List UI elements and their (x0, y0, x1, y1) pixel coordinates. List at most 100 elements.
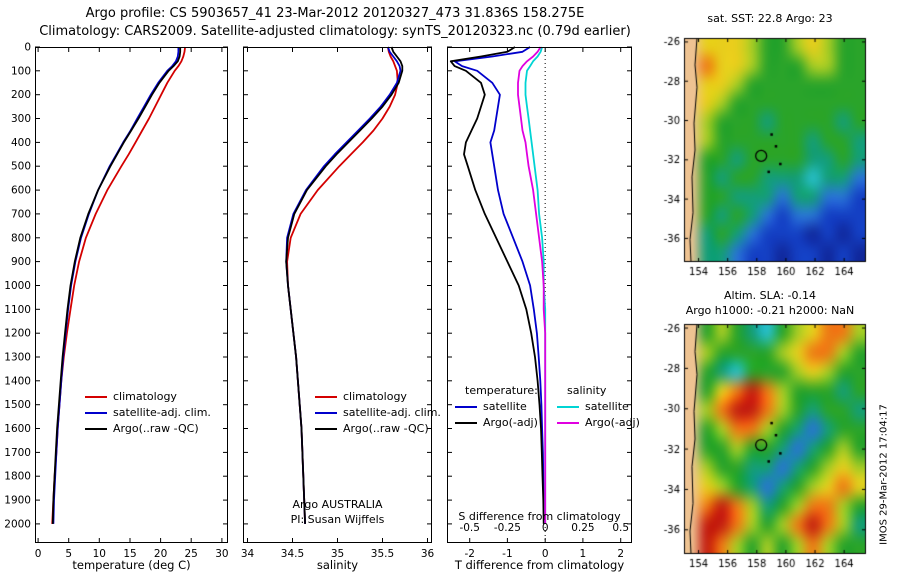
legend-label: Argo(-adj) (483, 416, 538, 429)
title-line-1: Argo profile: CS 5903657_41 23-Mar-2012 … (85, 6, 585, 21)
title-line-2: Climatology: CARS2009. Satellite-adjuste… (39, 24, 631, 39)
x-tick-label: 0 (542, 548, 549, 560)
series-line-satellite (453, 46, 545, 524)
legend-header: temperature: (465, 384, 538, 397)
x-tick-label: 30 (215, 548, 228, 560)
legend-label: Argo(..raw -QC) (113, 422, 199, 435)
x-tick-label: 0 (35, 548, 42, 560)
salinity-profile-plot: 34 34.5 35 35.5 36 (241, 46, 434, 560)
legend-item: satellite (557, 399, 640, 415)
sst-map (654, 32, 886, 282)
depth-tick-label: 1100 (4, 304, 31, 316)
series-line-satellite-adj-clim (52, 47, 180, 524)
legend-item: Argo(..raw -QC) (315, 421, 441, 437)
temperature-legend: climatology satellite-adj. clim. Argo(..… (85, 389, 211, 437)
salinity-difference-legend: salinity satellite Argo(-adj) (557, 383, 640, 431)
depth-tick-label: 700 (11, 208, 31, 220)
pi-name: PI: Susan Wijffels (290, 513, 385, 526)
legend-item: Argo(-adj) (557, 415, 640, 431)
legend-item: climatology (315, 389, 441, 405)
legend-header: salinity (567, 384, 607, 397)
program-note: Argo AUSTRALIA PI: Susan Wijffels (243, 497, 432, 527)
legend-item: satellite (455, 399, 538, 415)
t-argo-line-swatch (455, 422, 477, 424)
x-tick-label: 2 (617, 548, 624, 560)
x-tick-label: 5 (65, 548, 72, 560)
s-difference-tick-label: -0.25 (494, 522, 521, 534)
sla-map (654, 320, 886, 572)
x-tick-label: -1 (502, 548, 512, 560)
sla-map-title: Altim. SLA: -0.14 Argo h1000: -0.21 h200… (664, 289, 876, 318)
x-tick-label: 1 (580, 548, 587, 560)
series-line-argo-adj (449, 46, 545, 524)
t-satellite-line-swatch (455, 406, 477, 408)
depth-tick-label: 1400 (4, 375, 31, 387)
depth-tick-label: 1000 (4, 280, 31, 292)
depth-tick-label: 600 (11, 185, 31, 197)
x-tick-label: 34 (241, 548, 255, 560)
legend-label: climatology (113, 390, 177, 403)
difference-profile-plot: -2 -1 0 1 2 -0.5 -0.25 0 0.25 0.5 (447, 46, 632, 560)
satellite-clim-line-swatch (85, 412, 107, 414)
x-tick-label: 15 (123, 548, 136, 560)
depth-tick-label: 1200 (4, 328, 31, 340)
salinity-axis-label: salinity (316, 558, 359, 572)
depth-tick-label: 900 (11, 256, 31, 268)
legend-label: Argo(-adj) (585, 416, 640, 429)
legend-item: climatology (85, 389, 211, 405)
x-tick-label: 25 (185, 548, 198, 560)
depth-tick-label: 1800 (4, 471, 31, 483)
series-line-argo-raw-qc (285, 46, 404, 524)
figure-header: Argo profile: CS 5903657_41 23-Mar-2012 … (10, 5, 660, 41)
climatology-line-swatch (315, 396, 337, 398)
legend-item: Argo(..raw -QC) (85, 421, 211, 437)
depth-tick-label: 300 (11, 113, 31, 125)
legend-label: climatology (343, 390, 407, 403)
sla-title-line-2: Argo h1000: -0.21 h2000: NaN (685, 303, 855, 317)
argo-line-swatch (315, 428, 337, 430)
legend-label: satellite-adj. clim. (113, 406, 211, 419)
depth-tick-label: 800 (11, 232, 31, 244)
s-difference-tick-label: 0.5 (612, 522, 629, 534)
x-tick-label: 34.5 (281, 548, 304, 560)
s-satellite-line-swatch (557, 406, 579, 408)
x-tick-label: -2 (464, 548, 474, 560)
x-tick-label: 20 (154, 548, 167, 560)
sla-title-line-1: Altim. SLA: -0.14 (723, 289, 817, 302)
series-line-argo-raw-qc (51, 47, 182, 524)
s-difference-tick-label: -0.5 (459, 522, 480, 534)
legend-label: Argo(..raw -QC) (343, 422, 429, 435)
legend-label: satellite (483, 400, 527, 413)
x-tick-label: 35.5 (371, 548, 394, 560)
legend-label: satellite-adj. clim. (343, 406, 441, 419)
depth-tick-label: 400 (11, 137, 31, 149)
argo-line-swatch (85, 428, 107, 430)
t-difference-axis-label: T difference from climatology (454, 558, 625, 572)
s-argo-line-swatch (557, 422, 579, 424)
series-line-argo-adj (517, 46, 547, 524)
s-difference-tick-label: 0 (542, 522, 549, 534)
satellite-clim-line-swatch (315, 412, 337, 414)
series-line-climatology (51, 46, 186, 524)
x-tick-label: 36 (421, 548, 435, 560)
series-line-climatology (286, 46, 399, 524)
depth-tick-label: 1500 (4, 399, 31, 411)
climatology-line-swatch (85, 396, 107, 398)
legend-label: satellite (585, 400, 629, 413)
x-tick-label: 10 (93, 548, 106, 560)
legend-item: Argo(-adj) (455, 415, 538, 431)
depth-tick-label: 1300 (4, 352, 31, 364)
legend-item: satellite-adj. clim. (85, 405, 211, 421)
depth-tick-label: 1600 (4, 423, 31, 435)
sst-map-title: sat. SST: 22.8 Argo: 23 (707, 12, 833, 25)
depth-tick-label: 0 (24, 42, 31, 54)
depth-tick-label: 500 (11, 161, 31, 173)
s-difference-tick-label: 0.25 (571, 522, 594, 534)
depth-tick-label: 100 (11, 65, 31, 77)
legend-item: satellite-adj. clim. (315, 405, 441, 421)
imos-timestamp-watermark: IMOS 29-Mar-2012 17:04:17 (878, 404, 890, 545)
salinity-legend: climatology satellite-adj. clim. Argo(..… (315, 389, 441, 437)
depth-tick-label: 200 (11, 89, 31, 101)
program-name: Argo AUSTRALIA (292, 498, 383, 511)
